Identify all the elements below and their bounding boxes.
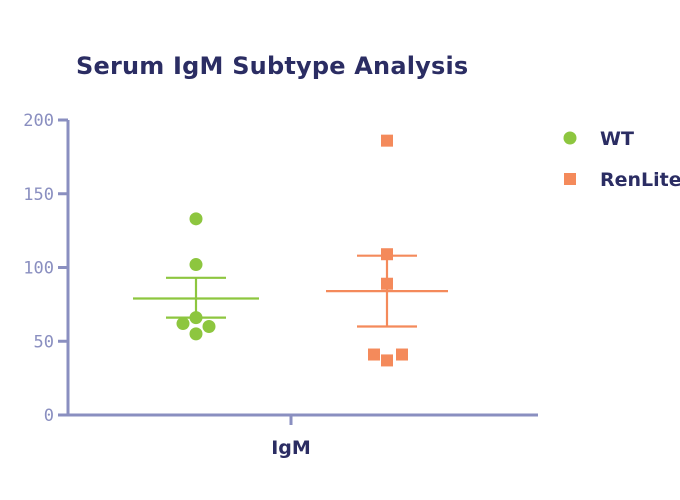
legend-label-wt: WT (600, 128, 634, 150)
data-point (189, 258, 203, 272)
data-point (396, 348, 408, 361)
data-point (381, 248, 393, 261)
y-tick-label: 100 (23, 259, 54, 279)
data-point (176, 317, 190, 331)
y-tick-label: 150 (23, 185, 54, 205)
y-tick-label: 0 (44, 406, 54, 426)
x-category-label: IgM (271, 437, 311, 459)
data-point (368, 348, 380, 361)
y-tick-label: 50 (34, 332, 54, 352)
legend-marker-wt (563, 131, 577, 145)
data-point (189, 311, 203, 325)
data-point (381, 354, 393, 367)
series-group (133, 134, 448, 367)
data-point (381, 134, 393, 147)
chart-title: Serum IgM Subtype Analysis (76, 52, 469, 80)
legend-label-renlite: RenLite (600, 169, 680, 191)
data-point (189, 212, 203, 226)
x-axis-group: IgM (67, 413, 538, 459)
y-tick-label: 200 (23, 111, 54, 131)
data-point (189, 327, 203, 341)
y-axis-group: 0 50 100 150 200 (23, 111, 70, 426)
legend: WT RenLite (563, 128, 680, 191)
legend-marker-renlite (564, 173, 576, 185)
data-point (381, 277, 393, 290)
series-wt (133, 212, 259, 341)
data-point (202, 320, 216, 333)
series-renlite (326, 134, 448, 367)
